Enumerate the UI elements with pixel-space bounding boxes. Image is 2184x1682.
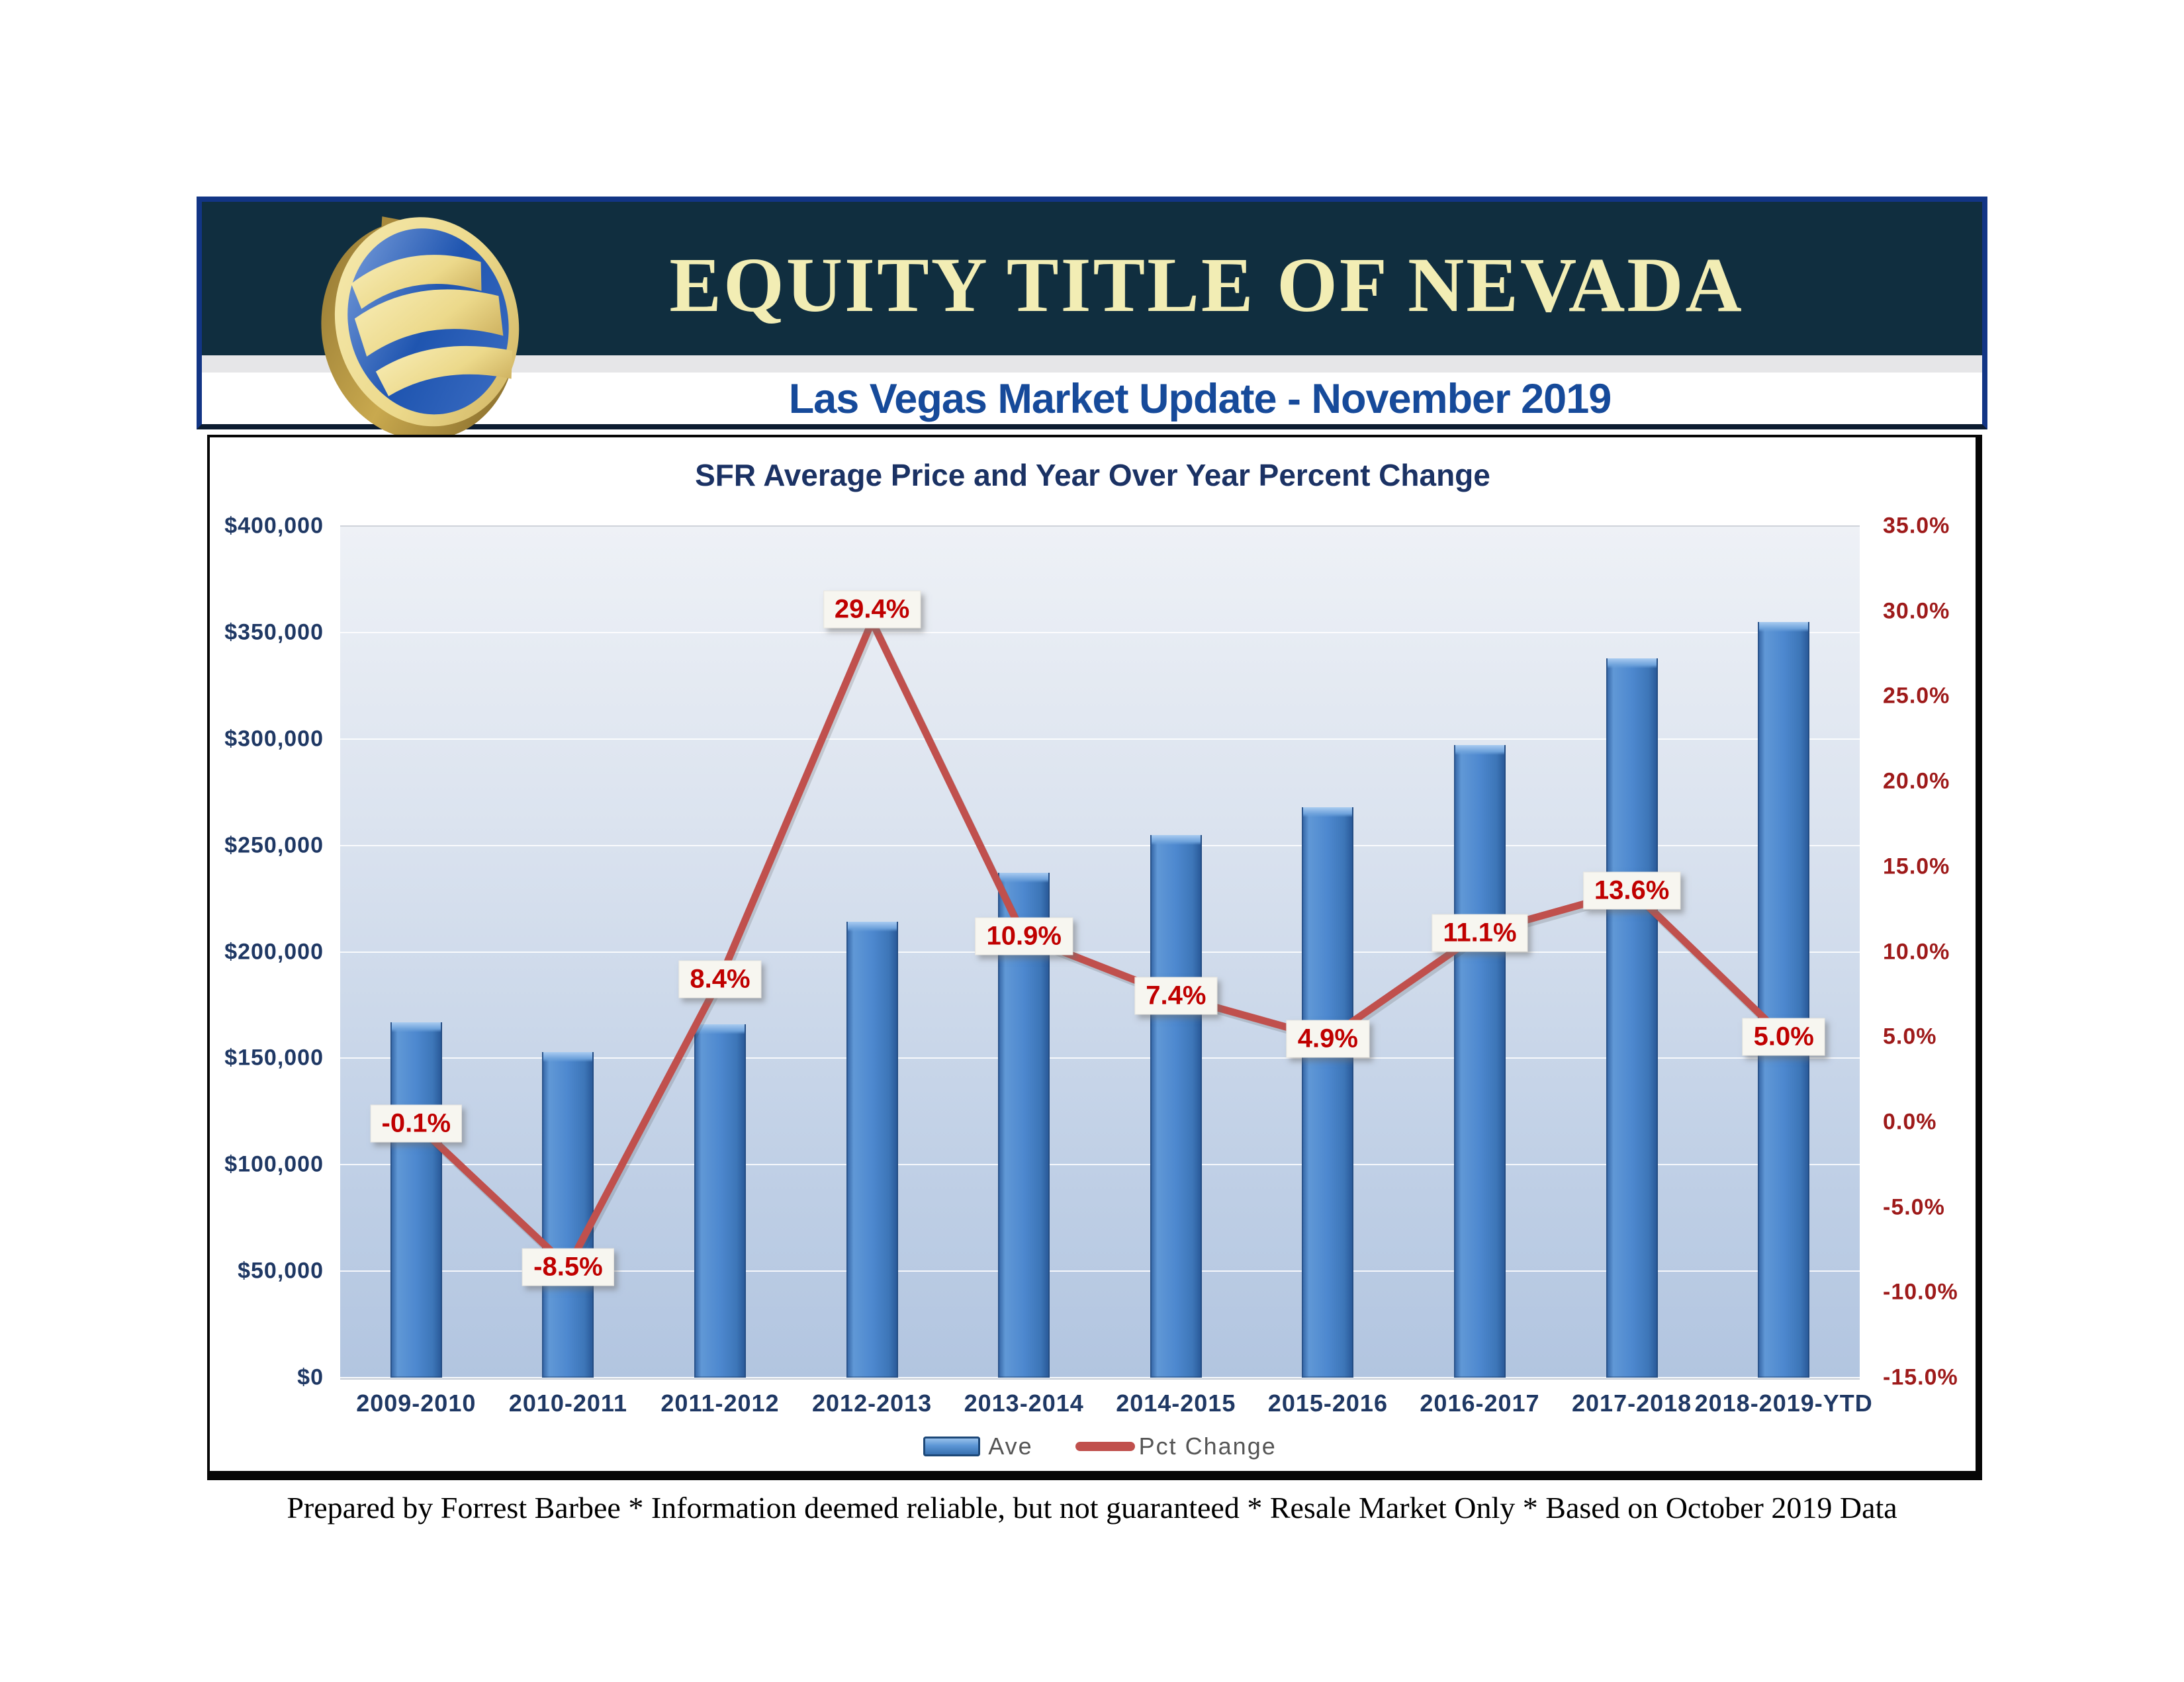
x-axis-label: 2018-2019-YTD: [1694, 1390, 1873, 1417]
pct-change-label: 7.4%: [1134, 977, 1218, 1015]
pct-change-label: 29.4%: [823, 590, 921, 629]
legend: Ave Pct Change: [340, 1431, 1860, 1462]
legend-label-pct-change: Pct Change: [1138, 1433, 1277, 1460]
right-percent-axis: 35.0% 30.0% 25.0% 20.0% 15.0% 10.0% 5.0% 0.0% -5…: [1883, 513, 1982, 1390]
legend-label-ave: Ave: [988, 1433, 1033, 1460]
bar-2010-2011: [542, 1051, 594, 1378]
equity-title-logo-icon: [313, 204, 531, 444]
x-axis-label: 2017-2018: [1572, 1390, 1692, 1417]
right-axis-tick: -10.0%: [1883, 1279, 1958, 1305]
left-axis-tick: $250,000: [224, 832, 324, 858]
chart-title: SFR Average Price and Year Over Year Per…: [695, 458, 1490, 492]
pct-change-label: -0.1%: [370, 1104, 463, 1143]
right-axis-tick: 10.0%: [1883, 939, 1950, 964]
right-axis-tick: 35.0%: [1883, 513, 1950, 539]
right-axis-tick: 5.0%: [1883, 1024, 1937, 1049]
right-axis-tick: 20.0%: [1883, 768, 1950, 794]
company-title: EQUITY TITLE OF NEVADA: [669, 242, 1744, 328]
right-axis-tick: 30.0%: [1883, 598, 1950, 624]
x-axis-label: 2009-2010: [356, 1390, 477, 1417]
left-axis-tick: $150,000: [224, 1045, 324, 1071]
left-axis-tick: $400,000: [224, 513, 324, 539]
header-banner: EQUITY TITLE OF NEVADA Las Vegas Market …: [197, 197, 1987, 441]
pct-change-label: -8.5%: [522, 1248, 614, 1286]
gridline: [340, 1164, 1860, 1166]
right-axis-tick: -15.0%: [1883, 1364, 1958, 1390]
left-axis-tick: $300,000: [224, 726, 324, 752]
x-axis-label: 2013-2014: [964, 1390, 1084, 1417]
bar-2009-2010: [390, 1022, 442, 1378]
left-axis-tick: $100,000: [224, 1151, 324, 1177]
pct-change-label: 10.9%: [975, 917, 1073, 955]
bar-2016-2017: [1454, 745, 1506, 1378]
right-axis-tick: 25.0%: [1883, 683, 1950, 709]
x-axis-label: 2015-2016: [1267, 1390, 1388, 1417]
left-axis-tick: $350,000: [224, 619, 324, 645]
pct-change-label: 4.9%: [1286, 1020, 1369, 1058]
right-axis-tick: -5.0%: [1883, 1194, 1945, 1220]
bar-2017-2018: [1606, 658, 1658, 1378]
bar-2015-2016: [1302, 807, 1354, 1378]
gridline: [340, 1270, 1860, 1272]
pct-change-label: 8.4%: [678, 960, 762, 998]
gridline: [340, 738, 1860, 740]
x-axis-label: 2011-2012: [660, 1390, 780, 1417]
plot-area: -0.1% -8.5% 8.4% 29.4% 10.9% 7.4% 4.9% 11.1% 13.…: [340, 525, 1860, 1380]
chart-panel: SFR Average Price and Year Over Year Per…: [207, 435, 1982, 1480]
bar-2014-2015: [1150, 834, 1202, 1378]
footer-disclaimer: Prepared by Forrest Barbee * Information…: [287, 1491, 1897, 1525]
legend-bar-swatch: [923, 1437, 981, 1456]
bar-2013-2014: [998, 873, 1050, 1378]
x-axis: 2009-2010 2010-2011 2011-2012 2012-2013 2013…: [340, 1390, 1872, 1423]
gridline: [340, 844, 1860, 846]
gridline: [340, 1057, 1860, 1059]
legend-line-swatch: [1075, 1442, 1135, 1451]
x-axis-label: 2016-2017: [1420, 1390, 1540, 1417]
bar-2018-2019-YTD: [1758, 621, 1810, 1378]
pct-change-label: 11.1%: [1432, 914, 1528, 952]
bar-2011-2012: [694, 1024, 746, 1378]
right-axis-tick: 15.0%: [1883, 854, 1950, 879]
gridline: [340, 631, 1860, 633]
left-price-axis: $400,000 $350,000 $300,000 $250,000 $200,000…: [210, 513, 324, 1390]
left-axis-tick: $50,000: [238, 1258, 324, 1284]
pct-change-label: 5.0%: [1742, 1018, 1825, 1056]
gridline: [340, 1377, 1860, 1378]
x-axis-label: 2012-2013: [812, 1390, 933, 1417]
x-axis-label: 2010-2011: [508, 1390, 627, 1417]
right-axis-tick: 0.0%: [1883, 1109, 1937, 1135]
left-axis-tick: $200,000: [224, 939, 324, 964]
market-update-subtitle: Las Vegas Market Update - November 2019: [788, 376, 1612, 422]
pct-change-line: [412, 617, 1790, 1274]
pct-change-label: 13.6%: [1582, 871, 1681, 910]
left-axis-tick: $0: [297, 1364, 324, 1390]
gridline: [340, 525, 1860, 527]
x-axis-label: 2014-2015: [1116, 1390, 1236, 1417]
gridline: [340, 951, 1860, 953]
bar-2012-2013: [846, 922, 898, 1378]
